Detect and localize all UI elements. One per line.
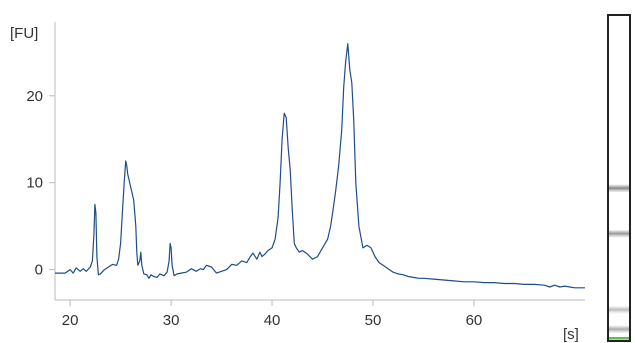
gel-band [609,331,629,333]
y-axis-ticks: 0 10 20 [26,88,55,279]
gel-band [609,230,629,232]
gel-band [609,236,629,238]
y-tick-label: 10 [26,175,43,192]
x-tick-label: 60 [466,312,483,329]
x-axis-ticks: 20 30 40 50 60 [62,300,482,329]
y-axis-unit-label: [FU] [10,25,38,42]
gel-band [609,328,629,330]
gel-band [609,184,629,186]
gel-band [609,306,629,308]
gel-band [609,309,629,311]
gel-band [609,189,629,191]
x-axis-unit-label: [s] [563,326,579,343]
gel-band [609,234,629,236]
x-tick-label: 40 [264,312,281,329]
gel-band [609,326,629,328]
gel-lane-frame [607,14,631,342]
gel-band [609,307,629,309]
gel-band [609,232,629,234]
gel-lane-bands [609,184,629,340]
x-tick-label: 20 [62,312,79,329]
gel-band [609,185,629,187]
gel-band [609,325,629,327]
gel-band [609,190,629,192]
gel-band [609,231,629,233]
gel-band [609,327,629,329]
gel-marker-band [609,337,629,340]
gel-band [609,233,629,235]
y-tick-label: 0 [35,262,43,279]
gel-band [609,310,629,312]
gel-lane-image [607,14,631,342]
x-tick-label: 50 [365,312,382,329]
gel-band [609,188,629,190]
gel-band [609,312,629,314]
y-tick-label: 20 [26,88,43,105]
gel-band [609,329,629,331]
gel-band [609,186,629,188]
fluorescence-trace-line [55,43,585,289]
gel-band [609,311,629,313]
gel-band [609,235,629,237]
x-tick-label: 30 [163,312,180,329]
gel-band [609,308,629,310]
gel-band [609,187,629,189]
gel-band [609,330,629,332]
